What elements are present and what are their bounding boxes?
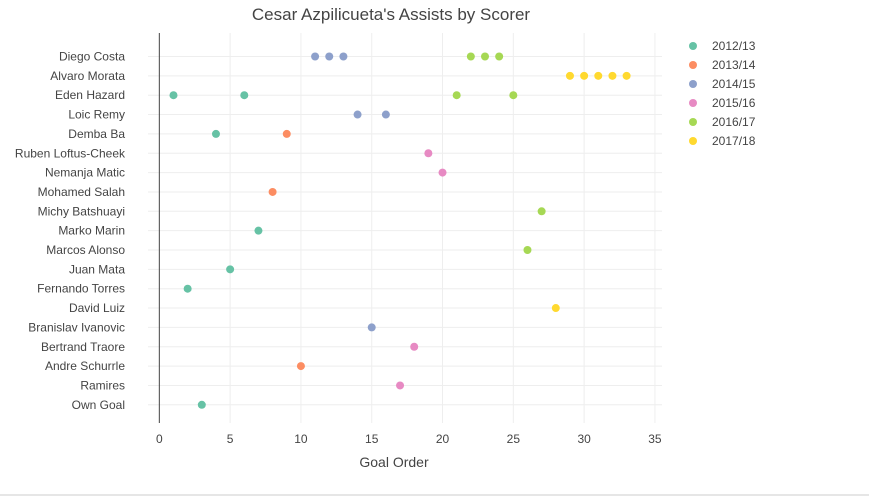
data-point[interactable] xyxy=(226,265,235,274)
data-point[interactable] xyxy=(608,71,617,80)
data-point[interactable] xyxy=(481,52,490,61)
y-tick-label: Ruben Loftus-Cheek xyxy=(15,146,126,160)
x-tick-label: 5 xyxy=(227,432,234,446)
y-tick-label: Demba Ba xyxy=(68,127,125,141)
y-tick-label: Bertrand Traore xyxy=(41,340,125,354)
data-point[interactable] xyxy=(622,71,631,80)
legend-label[interactable]: 2014/15 xyxy=(712,77,756,91)
y-tick-label: Marcos Alonso xyxy=(46,243,125,257)
legend-marker[interactable] xyxy=(689,99,697,107)
y-tick-label: Diego Costa xyxy=(59,50,125,64)
legend-marker[interactable] xyxy=(689,137,697,145)
legend-label[interactable]: 2013/14 xyxy=(712,58,756,72)
data-point[interactable] xyxy=(282,129,291,138)
data-point[interactable] xyxy=(268,187,277,196)
data-point[interactable] xyxy=(523,246,532,254)
legend-label[interactable]: 2016/17 xyxy=(712,115,756,129)
data-point[interactable] xyxy=(183,284,192,293)
y-tick-label: Mohamed Salah xyxy=(38,185,125,199)
axis-layer: Diego Costa Alvaro Morata Eden Hazard Loic … xyxy=(15,33,662,446)
x-axis-title: Goal Order xyxy=(359,454,429,470)
data-point[interactable] xyxy=(197,400,206,409)
x-tick-label: 30 xyxy=(577,432,591,446)
y-tick-label: Eden Hazard xyxy=(55,88,125,102)
grid-layer xyxy=(148,33,662,423)
y-tick-label: Marko Marin xyxy=(58,224,125,238)
data-point[interactable] xyxy=(438,168,447,177)
x-tick-label: 35 xyxy=(648,432,662,446)
data-point[interactable] xyxy=(339,52,348,61)
data-point[interactable] xyxy=(367,323,376,332)
x-tick-label: 15 xyxy=(365,432,379,446)
legend-label[interactable]: 2015/16 xyxy=(712,96,756,110)
y-tick-label: Andre Schurrle xyxy=(45,359,125,373)
data-point[interactable] xyxy=(211,129,220,138)
legend-marker[interactable] xyxy=(689,42,697,50)
y-tick-label: Fernando Torres xyxy=(37,282,125,296)
legend-label[interactable]: 2012/13 xyxy=(712,39,756,53)
data-point[interactable] xyxy=(466,52,475,61)
data-point[interactable] xyxy=(381,110,390,119)
y-tick-label: Alvaro Morata xyxy=(50,69,125,83)
points-layer xyxy=(169,52,631,409)
data-point[interactable] xyxy=(452,91,461,100)
y-tick-label: Michy Batshuayi xyxy=(38,204,125,218)
data-point[interactable] xyxy=(410,342,419,351)
x-tick-label: 0 xyxy=(156,432,163,446)
data-point[interactable] xyxy=(169,91,178,100)
y-tick-label: Nemanja Matic xyxy=(45,166,125,180)
data-point[interactable] xyxy=(551,304,560,313)
legend-label[interactable]: 2017/18 xyxy=(712,134,756,148)
y-tick-label: David Luiz xyxy=(69,301,125,315)
x-tick-label: 20 xyxy=(436,432,450,446)
x-tick-label: 10 xyxy=(294,432,308,446)
data-point[interactable] xyxy=(580,71,589,80)
data-point[interactable] xyxy=(537,207,546,216)
data-point[interactable] xyxy=(594,71,603,80)
legend-marker[interactable] xyxy=(689,61,697,69)
data-point[interactable] xyxy=(396,381,405,390)
y-tick-label: Branislav Ivanovic xyxy=(28,320,125,334)
data-point[interactable] xyxy=(495,52,504,61)
y-tick-label: Loic Remy xyxy=(68,108,125,122)
data-point[interactable] xyxy=(565,71,574,80)
data-point[interactable] xyxy=(424,149,433,158)
y-tick-label: Ramires xyxy=(80,378,125,392)
data-point[interactable] xyxy=(296,362,305,371)
data-point[interactable] xyxy=(325,52,334,61)
data-point[interactable] xyxy=(240,91,249,100)
data-point[interactable] xyxy=(254,226,263,235)
legend[interactable]: 2012/13 2013/14 2014/15 2015/16 2016/17 2017/… xyxy=(689,39,756,148)
data-point[interactable] xyxy=(353,110,362,119)
bottom-divider xyxy=(0,494,869,496)
legend-marker[interactable] xyxy=(689,80,697,88)
chart-title: Cesar Azpilicueta's Assists by Scorer xyxy=(252,5,531,24)
x-tick-label: 25 xyxy=(507,432,521,446)
y-tick-label: Own Goal xyxy=(72,398,125,412)
data-point[interactable] xyxy=(509,91,518,100)
legend-marker[interactable] xyxy=(689,118,697,126)
y-tick-label: Juan Mata xyxy=(69,262,125,276)
data-point[interactable] xyxy=(311,52,320,61)
